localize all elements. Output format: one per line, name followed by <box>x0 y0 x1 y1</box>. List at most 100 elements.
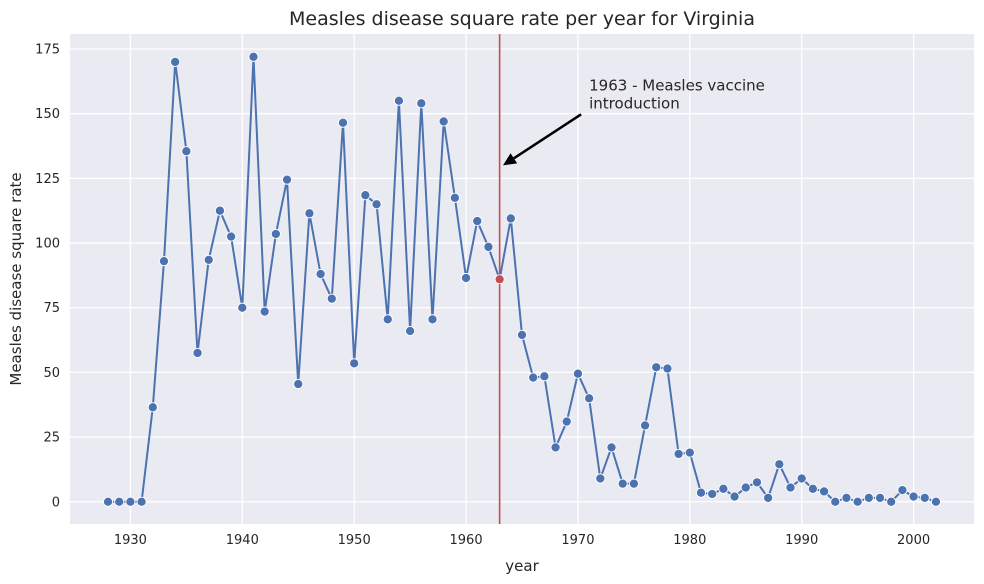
y-tick-label: 50 <box>43 366 60 381</box>
data-point <box>438 116 449 127</box>
data-point <box>874 492 886 503</box>
data-point <box>259 306 270 317</box>
data-point <box>774 459 785 470</box>
data-point <box>863 492 874 503</box>
data-point <box>248 51 259 62</box>
data-point <box>595 473 606 484</box>
x-tick-label: 1990 <box>785 533 818 548</box>
data-point <box>763 492 774 503</box>
grid <box>70 34 974 524</box>
data-point <box>695 487 707 498</box>
data-point <box>796 473 807 484</box>
data-point <box>170 56 181 67</box>
x-tick-label: 1970 <box>561 533 594 548</box>
data-point <box>897 485 908 496</box>
plot-background <box>70 34 974 524</box>
data-point <box>427 314 438 325</box>
data-point <box>640 420 651 431</box>
data-point <box>628 478 639 489</box>
data-point <box>707 488 718 500</box>
data-point <box>561 416 572 427</box>
data-point <box>102 496 114 507</box>
data-point <box>606 442 617 453</box>
data-point <box>830 496 841 507</box>
data-point <box>214 205 225 216</box>
x-tick-labels: 1930 1940 1950 1960 1970 1980 1990 2000 <box>114 533 930 548</box>
data-point <box>181 146 192 157</box>
data-point <box>393 95 404 106</box>
data-point <box>908 491 919 502</box>
data-point <box>270 228 281 240</box>
data-point <box>315 269 326 280</box>
data-point <box>572 368 583 379</box>
data-point <box>326 293 337 304</box>
data-point <box>371 199 382 210</box>
x-tick-label: 1940 <box>226 533 259 548</box>
data-point <box>382 314 393 325</box>
x-tick-label: 1950 <box>338 533 371 548</box>
data-point <box>919 492 930 503</box>
data-points <box>102 51 942 507</box>
y-tick-label: 125 <box>35 172 60 187</box>
data-point <box>449 192 460 203</box>
data-point <box>886 496 897 507</box>
data-point <box>584 393 595 404</box>
data-point <box>136 496 147 507</box>
data-point <box>147 402 158 413</box>
data-point <box>192 347 203 359</box>
y-tick-label: 0 <box>52 495 60 510</box>
data-point <box>740 482 751 493</box>
x-tick-label: 1980 <box>673 533 706 548</box>
annotation-line: 1963 - Measles vaccine <box>589 76 765 94</box>
data-point <box>751 477 763 488</box>
data-point <box>349 358 360 369</box>
data-point <box>304 208 315 219</box>
data-point <box>293 378 304 390</box>
data-point <box>237 302 248 313</box>
x-tick-label: 1960 <box>450 533 483 548</box>
data-point <box>550 442 561 453</box>
annotation-line: introduction <box>589 94 680 112</box>
y-axis-label: Measles disease square rate <box>7 172 25 385</box>
data-point <box>819 486 830 497</box>
data-point <box>461 272 472 284</box>
annotation-text: 1963 - Measles vaccine introduction <box>589 76 765 112</box>
data-point <box>651 362 662 373</box>
chart-title: Measles disease square rate per year for… <box>289 8 755 30</box>
annotation: 1963 - Measles vaccine introduction <box>502 76 765 166</box>
data-point <box>405 325 416 337</box>
y-tick-label: 150 <box>35 107 60 122</box>
data-point <box>662 363 673 374</box>
data-point <box>673 448 684 459</box>
annotation-arrow <box>513 113 582 160</box>
data-point <box>930 496 942 507</box>
y-tick-label: 175 <box>35 43 60 58</box>
data-point <box>528 372 539 383</box>
y-tick-label: 100 <box>35 237 60 252</box>
data-point <box>841 492 852 503</box>
data-point <box>807 483 818 494</box>
data-point <box>226 231 237 242</box>
data-point <box>852 496 863 507</box>
data-point <box>483 241 494 252</box>
data-point <box>684 447 695 458</box>
annotation-arrowhead <box>502 153 518 166</box>
data-point <box>617 478 628 489</box>
data-point <box>125 496 136 507</box>
x-tick-label: 2000 <box>897 533 930 548</box>
data-point <box>472 215 483 227</box>
x-axis-label: year <box>505 557 539 575</box>
data-point <box>718 483 729 494</box>
highlight-data-point <box>494 274 505 285</box>
data-point <box>360 190 371 201</box>
data-point <box>516 329 528 340</box>
data-point <box>337 117 349 128</box>
data-point <box>539 371 550 382</box>
y-tick-labels: 0 25 50 75 100 125 150 175 <box>35 43 60 511</box>
data-point <box>785 482 796 493</box>
data-point <box>114 496 125 507</box>
y-tick-label: 75 <box>43 301 60 316</box>
data-point <box>203 254 214 265</box>
data-point <box>729 491 740 502</box>
